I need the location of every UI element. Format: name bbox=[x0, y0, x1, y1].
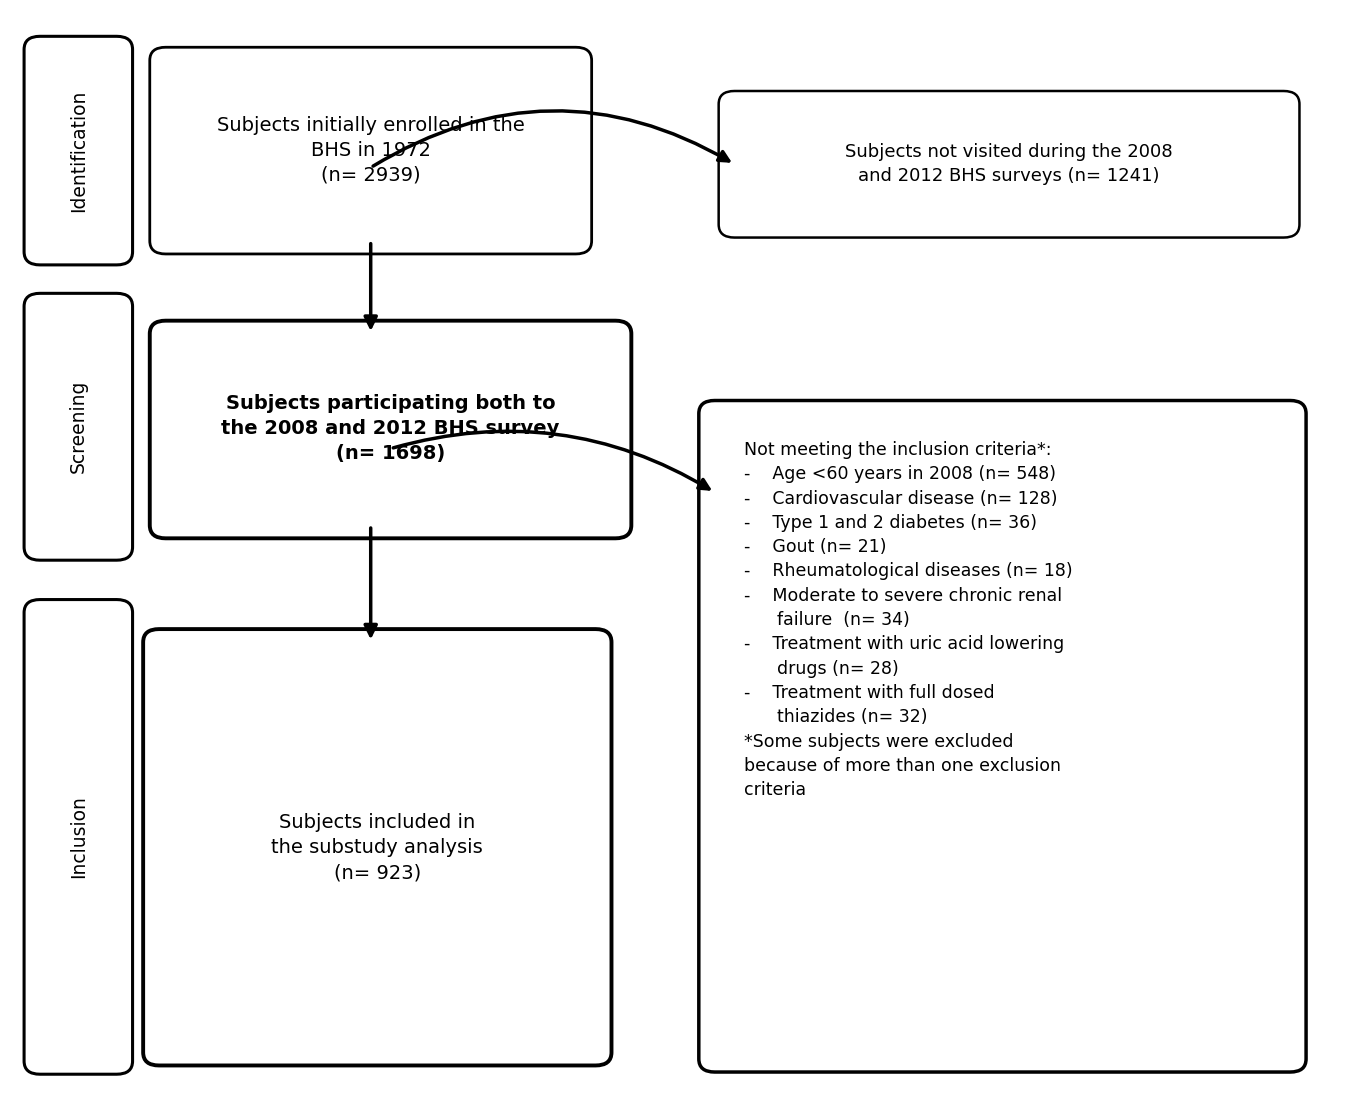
Text: Not meeting the inclusion criteria*:
-    Age <60 years in 2008 (n= 548)
-    Ca: Not meeting the inclusion criteria*: - A… bbox=[744, 441, 1072, 799]
FancyBboxPatch shape bbox=[699, 401, 1305, 1072]
FancyBboxPatch shape bbox=[150, 47, 591, 254]
FancyBboxPatch shape bbox=[24, 599, 132, 1075]
Text: Subjects not visited during the 2008
and 2012 BHS surveys (n= 1241): Subjects not visited during the 2008 and… bbox=[845, 144, 1172, 185]
FancyBboxPatch shape bbox=[24, 37, 132, 264]
FancyBboxPatch shape bbox=[718, 92, 1300, 238]
Text: Subjects initially enrolled in the
BHS in 1972
(n= 2939): Subjects initially enrolled in the BHS i… bbox=[217, 116, 525, 184]
FancyBboxPatch shape bbox=[150, 320, 632, 538]
Text: Subjects included in
the substudy analysis
(n= 923): Subjects included in the substudy analys… bbox=[271, 814, 483, 883]
Text: Identification: Identification bbox=[69, 89, 88, 212]
FancyBboxPatch shape bbox=[24, 294, 132, 560]
Text: Subjects participating both to
the 2008 and 2012 BHS survey
(n= 1698): Subjects participating both to the 2008 … bbox=[221, 394, 560, 463]
Text: Inclusion: Inclusion bbox=[69, 796, 88, 878]
Text: Screening: Screening bbox=[69, 381, 88, 473]
FancyBboxPatch shape bbox=[143, 629, 612, 1066]
